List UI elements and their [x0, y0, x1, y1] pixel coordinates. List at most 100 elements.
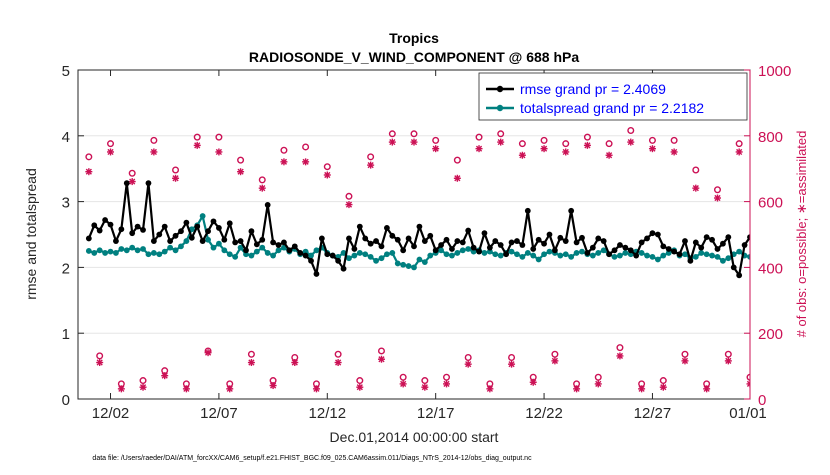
obs-assimilated-marker — [291, 359, 299, 367]
rmse-point — [736, 272, 743, 279]
obs-possible-marker — [508, 354, 516, 362]
rmse-point — [313, 271, 320, 277]
obs-assimilated-stroke — [692, 185, 699, 192]
rmse-point — [443, 236, 450, 243]
obs-assimilated-stroke — [746, 380, 750, 385]
left-y-tick-label: 1 — [62, 326, 70, 343]
obs-assimilated-stroke — [85, 168, 92, 175]
totalspread-point — [611, 253, 618, 260]
rmse-point — [741, 242, 748, 248]
obs-assimilated-marker — [247, 359, 255, 367]
obs-possible-marker — [410, 130, 418, 138]
obs-possible-marker — [670, 136, 678, 144]
obs-assimilated-marker — [388, 138, 396, 146]
totalspread-point — [107, 248, 114, 255]
rmse-point — [682, 238, 688, 244]
totalspread-point — [248, 252, 255, 259]
rmse-point — [216, 225, 222, 231]
obs-assimilated-stroke — [335, 359, 342, 366]
rmse-point — [785, 228, 791, 234]
rmse-point — [644, 235, 650, 242]
obs-assimilated-stroke — [681, 357, 689, 364]
totalspread-point — [763, 253, 769, 259]
rmse-point — [362, 235, 369, 242]
totalspread-point — [709, 252, 715, 259]
obs-assimilated-stroke — [508, 361, 515, 368]
obs-possible-marker — [551, 350, 559, 358]
rmse-point — [720, 240, 726, 247]
obs-assimilated-marker — [302, 158, 310, 166]
totalspread-point — [465, 246, 472, 252]
obs-assimilated-stroke — [562, 148, 569, 156]
totalspread-point — [150, 250, 157, 256]
rmse-point — [465, 227, 472, 234]
obs-assimilated-stroke — [671, 148, 678, 156]
obs-assimilated-stroke — [465, 361, 472, 368]
obs-assimilated-stroke — [150, 148, 157, 156]
totalspread-point — [508, 248, 515, 255]
rmse-point — [725, 234, 732, 241]
obs-possible-marker — [139, 377, 147, 385]
totalspread-point — [454, 250, 461, 256]
obs-assimilated-stroke — [606, 152, 613, 159]
totalspread-point — [443, 251, 450, 258]
obs-assimilated-stroke — [530, 379, 537, 386]
obs-assimilated-stroke — [248, 359, 255, 366]
rmse-point — [503, 251, 510, 258]
totalspread-point — [367, 253, 374, 260]
totalspread-point — [720, 257, 726, 264]
rmse-point — [449, 246, 455, 252]
rmse-point — [378, 243, 385, 250]
rmse-point — [178, 228, 184, 235]
totalspread-point — [237, 244, 244, 251]
obs-assimilated-stroke — [302, 158, 309, 165]
obs-assimilated-marker — [518, 151, 526, 159]
rmse-point — [226, 220, 233, 227]
totalspread-point — [747, 253, 750, 260]
obs-assimilated-stroke — [226, 385, 233, 392]
totalspread-point — [546, 248, 553, 255]
obs-assimilated-stroke — [584, 142, 591, 149]
totalspread-point — [85, 248, 92, 254]
rmse-point — [270, 239, 276, 246]
rmse-point — [367, 240, 374, 247]
right-y-axis-label: # of obs: o=possible; ∗=assimilated — [794, 131, 809, 338]
obs-assimilated-marker — [312, 385, 320, 393]
obs-assimilated-marker — [540, 145, 548, 153]
totalspread-point — [736, 248, 743, 255]
obs-assimilated-stroke — [780, 146, 785, 151]
left-y-tick-label: 0 — [62, 392, 70, 409]
rmse-point — [514, 238, 520, 244]
rmse-point — [340, 265, 347, 272]
obs-possible-marker — [769, 355, 775, 361]
obs-possible-marker — [388, 130, 396, 138]
obs-assimilated-marker — [475, 145, 483, 153]
totalspread-point — [660, 252, 667, 259]
obs-assimilated-stroke — [356, 384, 363, 391]
rmse-point — [638, 239, 645, 246]
totalspread-point — [362, 251, 369, 258]
obs-assimilated-stroke — [812, 385, 817, 390]
obs-assimilated-marker — [443, 380, 451, 388]
obs-assimilated-marker — [215, 148, 223, 156]
obs-possible-marker — [692, 166, 700, 174]
rmse-point — [758, 237, 764, 243]
obs-assimilated-marker — [193, 141, 201, 149]
obs-assimilated-stroke — [345, 201, 353, 208]
obs-assimilated-marker — [345, 201, 353, 209]
rmse-point — [763, 235, 769, 241]
obs-assimilated-stroke — [638, 385, 645, 392]
rmse-point — [113, 238, 119, 244]
left-y-axis-label: rmse and totalspread — [23, 168, 39, 300]
rmse-point — [649, 230, 656, 237]
totalspread-point — [622, 250, 629, 256]
obs-assimilated-marker — [204, 349, 212, 357]
obs-assimilated-marker — [779, 145, 786, 152]
rmse-point — [600, 238, 607, 244]
obs-assimilated-marker — [334, 359, 342, 367]
totalspread-point — [351, 252, 358, 259]
rmse-point — [281, 239, 287, 246]
totalspread-point — [530, 252, 537, 259]
obs-assimilated-marker — [399, 380, 407, 388]
rmse-point — [687, 257, 694, 264]
